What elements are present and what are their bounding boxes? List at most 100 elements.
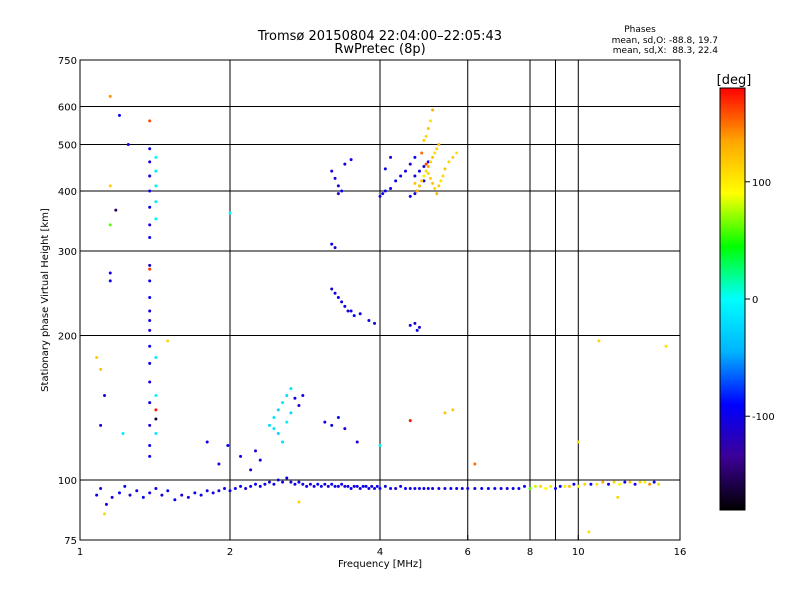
echo-point	[618, 482, 622, 486]
echo-point	[233, 487, 237, 491]
echo-point	[437, 143, 441, 147]
y-tick-label: 75	[64, 536, 77, 547]
echo-point	[451, 155, 455, 159]
echo-point	[443, 167, 447, 171]
echo-point	[148, 423, 152, 427]
echo-point	[253, 482, 257, 486]
echo-point	[343, 162, 347, 166]
echo-point	[281, 401, 285, 405]
echo-point	[417, 184, 421, 188]
echo-point	[563, 484, 567, 488]
x-tick-label: 8	[527, 547, 533, 558]
echo-point	[375, 484, 379, 488]
echo-point	[413, 321, 417, 325]
echo-point	[285, 420, 289, 424]
echo-point	[364, 484, 368, 488]
echo-point	[148, 344, 152, 348]
echo-point	[312, 484, 316, 488]
echo-point	[439, 179, 443, 183]
echo-point	[135, 489, 139, 493]
echo-point	[166, 339, 170, 343]
echo-point	[367, 318, 371, 322]
echo-point	[108, 94, 112, 98]
echo-point	[424, 134, 428, 138]
echo-point	[358, 487, 362, 491]
echo-point	[394, 487, 398, 491]
echo-point	[455, 151, 459, 155]
echo-point	[154, 394, 158, 398]
y-tick-label: 600	[58, 103, 77, 114]
echo-point	[597, 339, 601, 343]
echo-point	[148, 454, 152, 458]
echo-point	[643, 480, 647, 484]
echo-point	[417, 169, 421, 173]
echo-point	[601, 480, 605, 484]
echo-point	[297, 480, 301, 484]
echo-point	[340, 300, 344, 304]
echo-point	[349, 487, 353, 491]
echo-point	[383, 167, 387, 171]
echo-point	[186, 495, 190, 499]
echo-point	[316, 482, 320, 486]
echo-point	[154, 487, 158, 491]
echo-point	[166, 489, 170, 493]
echo-point	[480, 487, 484, 491]
echo-point	[424, 162, 428, 166]
echo-point	[408, 419, 412, 423]
echo-point	[349, 309, 353, 313]
x-axis-label: Frequency [MHz]	[338, 559, 422, 570]
echo-point	[378, 444, 382, 448]
x-tick-label: 4	[377, 547, 383, 558]
echo-point	[420, 179, 424, 183]
phase-stats-x: mean, sd,X: 88.3, 22.4	[613, 46, 719, 56]
y-tick-label: 750	[58, 56, 77, 67]
echo-point	[389, 487, 393, 491]
echo-point	[523, 484, 527, 488]
echo-point	[413, 155, 417, 159]
echo-point	[648, 482, 652, 486]
echo-point	[358, 312, 362, 316]
echo-point	[657, 482, 661, 486]
colorbar	[719, 87, 746, 511]
echo-point	[595, 482, 599, 486]
echo-point	[276, 432, 280, 436]
echo-point	[437, 184, 441, 188]
echo-point	[517, 487, 521, 491]
echo-point	[95, 493, 99, 497]
y-tick-label: 400	[58, 187, 77, 198]
echo-point	[330, 169, 334, 173]
echo-point	[340, 482, 344, 486]
grid-layer	[80, 60, 680, 540]
echo-point	[399, 484, 403, 488]
echo-point	[253, 449, 257, 453]
echo-point	[413, 192, 417, 196]
echo-point	[378, 194, 382, 198]
echo-point	[180, 493, 184, 497]
echo-point	[293, 482, 297, 486]
x-tick-label: 10	[572, 547, 585, 558]
echo-point	[128, 493, 132, 497]
echo-point	[422, 174, 426, 178]
echo-point	[276, 478, 280, 482]
echo-point	[443, 411, 447, 415]
echo-point	[148, 119, 152, 123]
echo-point	[108, 271, 112, 275]
echo-point	[511, 487, 515, 491]
phase-stats-o: mean, sd,O: -88.8, 19.7	[612, 36, 718, 46]
x-tick-label: 16	[674, 547, 687, 558]
echo-point	[373, 321, 377, 325]
echo-point	[285, 394, 289, 398]
echo-point	[443, 487, 447, 491]
echo-point	[652, 480, 656, 484]
echo-point	[638, 480, 642, 484]
echo-point	[607, 482, 611, 486]
echo-point	[343, 304, 347, 308]
echo-point	[330, 287, 334, 291]
echo-point	[505, 487, 509, 491]
echo-point	[148, 309, 152, 313]
chart-title: Tromsø 20150804 22:04:00–22:05:43	[257, 29, 502, 44]
echo-point	[103, 394, 107, 398]
echo-point	[154, 217, 158, 221]
echo-point	[281, 440, 285, 444]
